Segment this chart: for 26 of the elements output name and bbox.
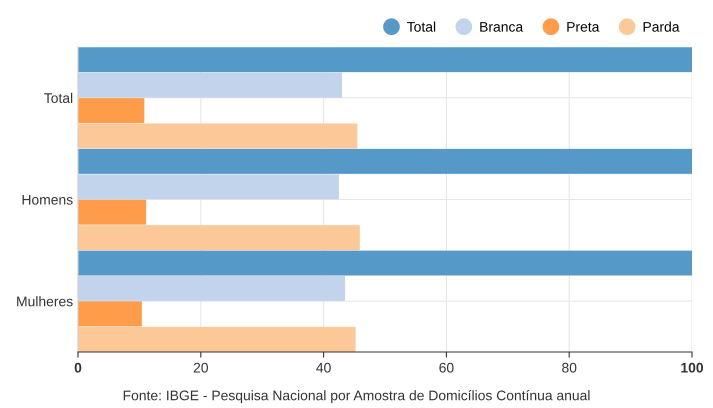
bar xyxy=(78,47,692,72)
bar xyxy=(78,124,358,148)
bar xyxy=(78,174,339,200)
legend-label: Parda xyxy=(644,22,680,32)
x-tick-label: 0 xyxy=(74,362,82,373)
bar xyxy=(78,301,142,326)
bar xyxy=(78,326,356,352)
x-tick-label: 100 xyxy=(681,362,704,373)
legend-label: Branca xyxy=(480,22,524,32)
source-note: Fonte: IBGE - Pesquisa Nacional por Amostra de Domicílios Contínua anual xyxy=(124,390,590,404)
bar xyxy=(78,72,342,98)
bar xyxy=(78,200,146,225)
legend-label: Preta xyxy=(567,22,600,32)
bar xyxy=(78,225,360,250)
bar xyxy=(78,250,692,276)
x-tick-label: 40 xyxy=(316,362,331,373)
bar xyxy=(78,98,144,123)
bar xyxy=(78,148,692,174)
bar xyxy=(78,276,346,301)
x-tick-label: 80 xyxy=(562,362,576,373)
x-tick-label: 20 xyxy=(194,362,208,373)
y-tick-label: Homens xyxy=(22,194,73,205)
x-tick-label: 60 xyxy=(439,362,454,373)
legend-label: Total xyxy=(407,22,436,32)
y-tick-label: Total xyxy=(44,92,72,104)
y-tick-label: Mulheres xyxy=(17,296,73,306)
